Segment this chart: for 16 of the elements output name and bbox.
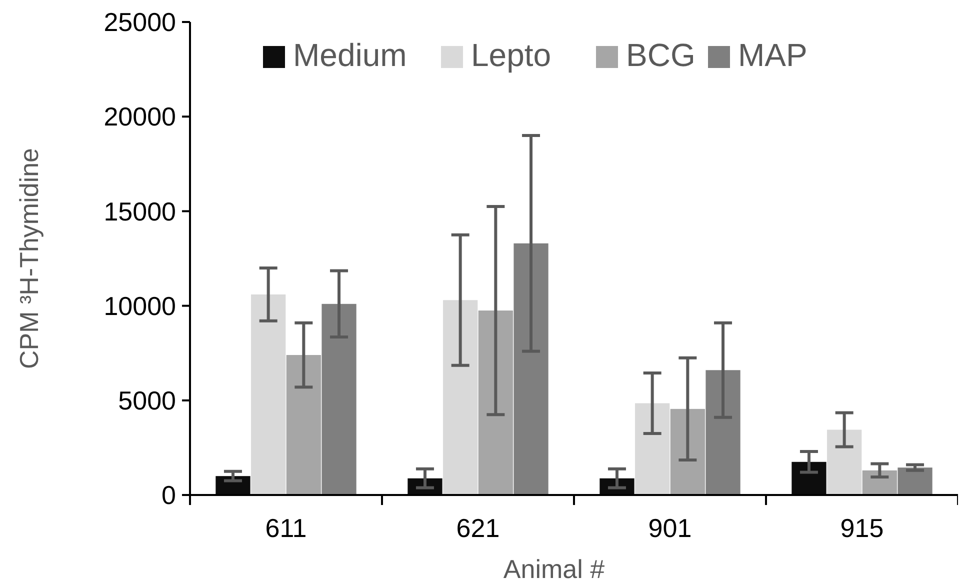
x-tick-label: 915 — [840, 513, 884, 543]
y-tick-label: 20000 — [104, 102, 176, 132]
y-tick-label: 0 — [162, 480, 176, 510]
legend-label: BCG — [626, 37, 696, 73]
y-axis-title: CPM ³H-Thymidine — [14, 148, 44, 370]
y-tick-label: 25000 — [104, 7, 176, 38]
legend-label: MAP — [738, 37, 808, 73]
legend-label: Medium — [293, 37, 407, 73]
x-tick-label: 611 — [265, 513, 307, 543]
legend-label: Lepto — [471, 37, 552, 73]
x-axis-title: Animal # — [503, 554, 606, 584]
y-tick-label: 10000 — [104, 290, 176, 321]
x-tick-label: 901 — [648, 513, 692, 543]
y-tick-label: 15000 — [104, 196, 176, 226]
y-tick-label: 5000 — [118, 386, 176, 416]
x-tick-label: 621 — [456, 513, 500, 543]
